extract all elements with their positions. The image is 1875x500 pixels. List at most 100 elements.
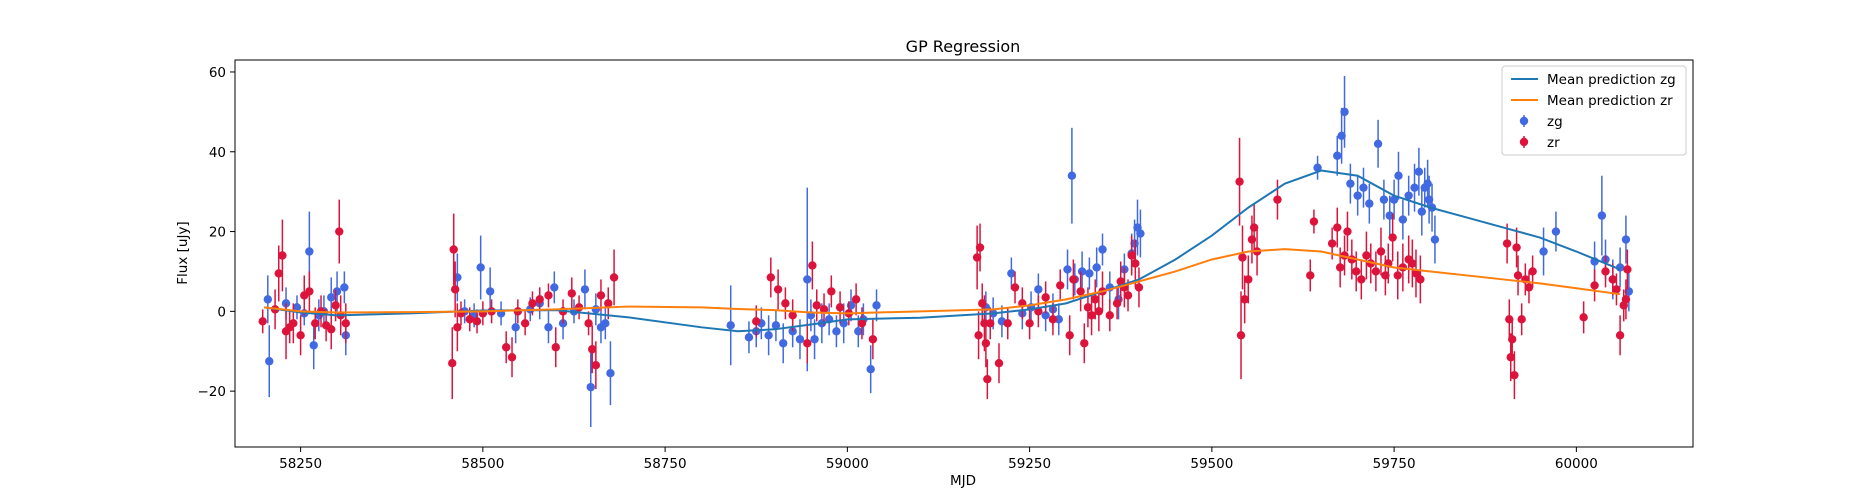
data-point-zr	[1041, 293, 1050, 302]
data-point-zr	[465, 315, 474, 324]
data-point-zg	[591, 305, 601, 314]
data-point-zr	[609, 273, 619, 282]
data-point-zr	[305, 287, 314, 296]
data-point-zr	[1335, 263, 1345, 272]
data-point-zg	[1337, 131, 1346, 141]
data-point-zr	[1247, 235, 1257, 244]
data-point-zr	[788, 311, 797, 320]
legend: Mean prediction zg Mean prediction zr zg zr	[1501, 65, 1687, 156]
data-point-zg	[1423, 179, 1432, 188]
data-point-zr	[335, 227, 344, 236]
data-point-zr	[1091, 295, 1100, 304]
data-point-zr	[450, 285, 460, 294]
data-point-zr	[588, 345, 597, 354]
data-point-zg	[265, 357, 274, 366]
data-point-zr	[1327, 239, 1337, 248]
mean-prediction-line-zr	[264, 248, 1621, 315]
data-point-zg	[1054, 315, 1063, 324]
data-point-zr	[1065, 331, 1074, 340]
data-point-zg	[1398, 215, 1408, 224]
y-tick-label: 60	[209, 65, 226, 81]
data-point-zr	[1590, 281, 1599, 290]
data-point-zr	[1249, 223, 1259, 232]
legend-label: zr	[1547, 135, 1560, 151]
data-point-zr	[1238, 253, 1247, 262]
data-point-zg	[1063, 265, 1072, 274]
data-point-zr	[857, 319, 867, 328]
data-point-zr	[1357, 275, 1366, 284]
data-point-zg	[1007, 269, 1016, 278]
data-point-zr	[289, 319, 298, 328]
data-point-zr	[341, 319, 351, 328]
data-point-zr	[972, 253, 982, 262]
data-point-zg	[1041, 311, 1050, 320]
data-point-zg	[866, 365, 875, 374]
data-point-zr	[1528, 267, 1537, 276]
data-point-zr	[1524, 283, 1534, 292]
data-point-zr	[472, 317, 482, 326]
data-point-zr	[1131, 259, 1140, 268]
data-point-zr	[448, 359, 457, 368]
data-point-zr	[1512, 243, 1521, 252]
data-point-zr	[1371, 267, 1381, 276]
data-point-zg	[263, 295, 273, 304]
data-point-zr	[567, 289, 576, 298]
data-point-zr	[766, 273, 776, 282]
data-point-zr	[1306, 271, 1315, 280]
data-point-zg	[1385, 211, 1394, 220]
data-point-zr	[1608, 275, 1618, 284]
plot-area	[258, 75, 1634, 428]
data-point-zr	[1076, 287, 1085, 296]
data-point-zr	[1612, 285, 1621, 294]
data-point-zr	[981, 339, 991, 348]
y-axis: −20 0 20 40 60	[198, 65, 235, 400]
data-point-zr	[327, 325, 336, 334]
data-point-zg	[511, 323, 520, 332]
data-point-zr	[1273, 195, 1282, 204]
data-point-zr	[528, 299, 537, 308]
data-point-zg	[1621, 235, 1631, 244]
x-tick-label: 59500	[1190, 456, 1233, 472]
x-tick-label: 58500	[461, 456, 504, 472]
data-point-zr	[535, 295, 544, 304]
data-point-zg	[309, 341, 318, 350]
data-point-zg	[1313, 163, 1322, 172]
legend-point-marker	[1519, 116, 1529, 126]
data-point-zg	[606, 368, 615, 378]
data-point-zg	[1365, 199, 1374, 208]
data-point-zg	[485, 287, 495, 296]
data-point-zr	[296, 331, 305, 340]
data-point-zg	[550, 283, 559, 292]
data-point-zg	[1353, 191, 1362, 200]
data-point-zg	[305, 247, 314, 256]
data-point-zg	[1346, 179, 1355, 188]
data-point-zg	[854, 327, 863, 336]
data-point-zr	[803, 339, 812, 348]
data-point-zr	[520, 319, 530, 328]
data-point-zg	[1597, 211, 1607, 220]
data-point-zr	[827, 287, 836, 296]
data-point-zr	[1010, 283, 1020, 292]
data-point-zr	[994, 359, 1004, 368]
data-point-zg	[1077, 267, 1087, 276]
data-point-zr	[501, 343, 511, 352]
data-point-zr	[1105, 311, 1115, 320]
data-point-zr	[278, 251, 287, 260]
data-point-zr	[983, 374, 992, 384]
data-point-zr	[1362, 251, 1371, 260]
data-point-zr	[974, 331, 983, 340]
data-point-zr	[1094, 307, 1104, 316]
data-point-zr	[773, 285, 783, 294]
data-point-zr	[868, 335, 878, 344]
data-point-zr	[851, 295, 861, 304]
data-point-zr	[808, 261, 817, 270]
data-point-zg	[771, 321, 781, 330]
data-point-zg	[1404, 191, 1413, 200]
data-point-zg	[1389, 195, 1399, 204]
data-point-zr	[1513, 271, 1523, 280]
y-tick-label: 0	[217, 304, 226, 320]
data-point-zr	[1388, 233, 1397, 242]
data-point-zg	[1551, 227, 1561, 236]
data-point-zr	[596, 291, 606, 300]
data-point-zg	[1085, 269, 1094, 278]
